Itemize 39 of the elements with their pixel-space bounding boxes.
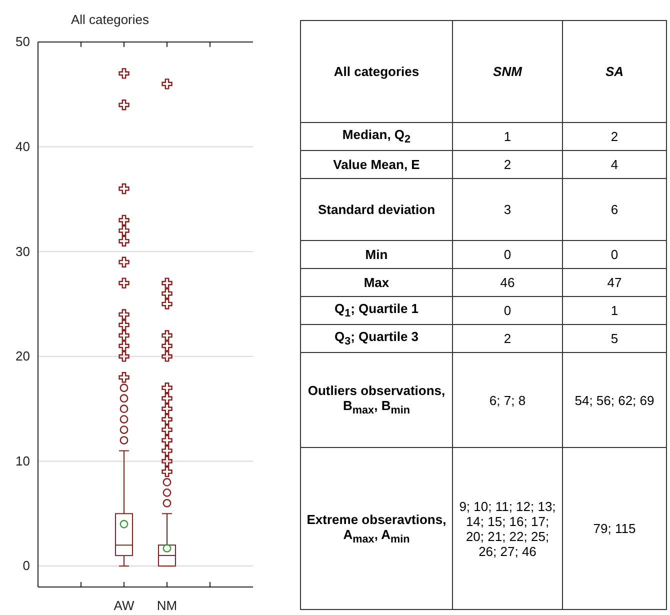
text: 54; 56; 62; 69 [562, 352, 666, 448]
text: 3 [452, 178, 562, 240]
text: Median, Q$_{2}$ [300, 122, 452, 150]
text: 5 [562, 324, 666, 352]
text: SNM [452, 20, 562, 122]
text: 46 [452, 268, 562, 296]
text: 6 [562, 178, 666, 240]
text: 4 [562, 150, 666, 178]
y-tick-label: 10 [16, 453, 30, 468]
text: Q$_{3}$; Quartile 3 [300, 324, 452, 352]
text: 0 [452, 240, 562, 268]
text: 0 [452, 296, 562, 324]
text: Max [300, 268, 452, 296]
y-tick-label: 20 [16, 348, 30, 364]
text: 1 [452, 122, 562, 150]
text: 47 [562, 268, 666, 296]
x-tick-label: NM [156, 598, 178, 614]
text: Standard deviation [300, 178, 452, 240]
text: Min [300, 240, 452, 268]
text: 2 [562, 122, 666, 150]
text: All categories [300, 20, 452, 122]
text: 79; 115 [562, 448, 666, 610]
text: Extreme obseravtions, A$_{max}$, A$_{min}$ [300, 448, 452, 610]
y-tick-label: 30 [16, 244, 30, 259]
y-tick-label: 0 [22, 558, 30, 574]
y-tick-label: 40 [16, 138, 30, 154]
text: Value Mean, E [300, 150, 452, 178]
chart-title: All categories [70, 12, 150, 27]
y-tick-label: 50 [16, 34, 30, 50]
text: 2 [452, 324, 562, 352]
text: 1 [562, 296, 666, 324]
text: 0 [562, 240, 666, 268]
text: SA [562, 20, 666, 122]
text: 2 [452, 150, 562, 178]
text: Outliers observations, B$_{max}$, B$_{min}$ [300, 352, 452, 448]
text: 6; 7; 8 [452, 352, 562, 448]
text: 9; 10; 11; 12; 13; 14; 15; 16; 17; 20; 21; 22; 25; 26; 27; 46 [452, 448, 562, 610]
text: Q$_{1}$; Quartile 1 [300, 296, 452, 324]
x-tick-label: AW [114, 598, 135, 614]
